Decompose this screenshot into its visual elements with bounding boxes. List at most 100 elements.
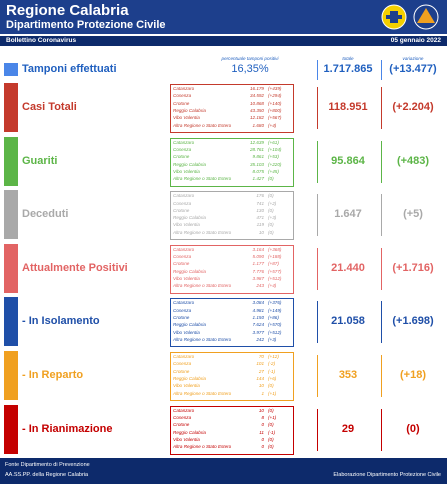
- region-name: Reggio Calabria: [173, 429, 206, 435]
- region-value: 70: [258, 354, 264, 359]
- region-value: 43.350: [249, 107, 264, 113]
- section-title: Guariti: [22, 154, 58, 167]
- region-change: (-1): [268, 368, 276, 374]
- region-value: 11: [259, 429, 264, 435]
- section-title: - In Isolamento: [22, 315, 100, 328]
- region-name: Crotone: [173, 422, 190, 428]
- region-change: (-2): [268, 361, 276, 367]
- region-name: Altra Regione o Stato Estero: [173, 229, 232, 235]
- region-name: Vibo Valentia: [173, 329, 200, 335]
- region-value: 4.981: [252, 307, 265, 313]
- bulletin-label: Bollettino Coronavirus: [6, 37, 77, 44]
- region-name: Crotone: [173, 207, 190, 213]
- region-value: 3.987: [252, 276, 265, 281]
- region-change: (+86): [268, 315, 279, 320]
- region-name: Vibo Valentia: [173, 222, 200, 228]
- region-name: Catanzaro: [173, 300, 195, 306]
- section-change: (+2.204): [392, 101, 434, 113]
- region-change: (+376): [268, 300, 282, 306]
- section-total: 95.864: [331, 154, 365, 167]
- region-name: Altra Regione o Stato Estero: [173, 336, 232, 342]
- region-name: Cosenza: [173, 361, 192, 367]
- region-value: 1.680: [252, 122, 265, 128]
- source-2: AA.SS.PP. della Regione Calabria: [5, 472, 89, 478]
- region-change: (0): [268, 383, 274, 389]
- region-value: 8: [261, 414, 264, 420]
- divider: [381, 408, 382, 451]
- region-name: Reggio Calabria: [173, 375, 206, 381]
- credit: Elaborazione Dipartimento Protezione Civ…: [333, 472, 441, 478]
- region-name: Vibo Valentia: [173, 168, 200, 174]
- divider: [317, 247, 318, 290]
- section-box: [170, 137, 294, 187]
- region-name: Cosenza: [173, 93, 192, 99]
- header-band: Regione Calabria Dipartimento Protezione…: [0, 0, 447, 34]
- region-name: Altra Regione o Stato Estero: [173, 390, 232, 396]
- section-marker: [4, 136, 18, 186]
- region-name: Altra Regione o Stato Estero: [173, 283, 232, 289]
- region-name: Cosenza: [173, 254, 192, 260]
- region-change: (-1): [268, 429, 276, 435]
- total: 1.717.865: [323, 63, 373, 75]
- region-value: 27: [258, 368, 264, 374]
- region-change: (0): [268, 222, 274, 228]
- region-name: Vibo Valentia: [173, 436, 200, 442]
- region-change: (+512): [268, 276, 282, 281]
- source-1: Fonte Dipartimento di Prevenzione: [5, 462, 90, 468]
- section-box: [170, 244, 294, 294]
- region-change: (+45): [268, 168, 279, 174]
- region-value: 1.177: [252, 261, 265, 267]
- total-label: totale: [342, 56, 354, 61]
- region-value: 3.084: [252, 300, 265, 306]
- region-change: (+4): [268, 122, 277, 128]
- region-name: Reggio Calabria: [173, 161, 206, 167]
- region-change: (+104): [268, 146, 282, 152]
- region-value: 144: [256, 375, 264, 381]
- section-change: (+1.716): [392, 261, 434, 274]
- region-change: (+294): [268, 93, 282, 99]
- section-marker: [4, 190, 18, 240]
- region-name: Crotone: [173, 100, 190, 106]
- region-change: (+220): [268, 161, 282, 167]
- region-name: Reggio Calabria: [173, 268, 206, 274]
- tamponi-marker: [4, 63, 18, 76]
- region-value: 16.179: [249, 86, 264, 91]
- region-change: (+439): [268, 86, 282, 91]
- subtitle: Dipartimento Protezione Civile: [6, 19, 166, 31]
- section-change: (+18): [400, 369, 426, 381]
- section-title: - In Reparto: [22, 369, 84, 381]
- region-change: (+570): [268, 322, 282, 328]
- region-change: (+3): [268, 336, 277, 342]
- divider: [381, 301, 382, 344]
- footer: Fonte Dipartimento di Prevenzione AA.SS.…: [0, 458, 447, 484]
- region-change: (0): [268, 407, 274, 413]
- region-name: Crotone: [173, 154, 190, 160]
- region-change: (0): [268, 193, 274, 199]
- region-value: 1.427: [252, 176, 265, 182]
- region-change: (+512): [268, 329, 282, 335]
- section-total: 29: [341, 422, 355, 435]
- region-value: 176: [256, 193, 264, 199]
- region-name: Catanzaro: [173, 246, 195, 252]
- region-value: 1: [261, 390, 264, 396]
- divider: [381, 140, 382, 183]
- region-value: 119: [256, 222, 264, 228]
- section-box: [170, 352, 294, 401]
- region-value: 1.150: [252, 315, 265, 320]
- region-value: 243: [256, 283, 264, 289]
- region-name: Vibo Valentia: [173, 276, 200, 281]
- region-value: 28.761: [249, 146, 264, 152]
- divider: [317, 194, 318, 237]
- section-title: Casi Totali: [22, 101, 77, 113]
- region-value: 242: [256, 336, 264, 342]
- region-name: Cosenza: [173, 414, 192, 420]
- section-total: 21.058: [331, 315, 365, 328]
- region-value: 101: [256, 361, 264, 367]
- logo-cross: [386, 11, 402, 23]
- region-name: Altra Regione o Stato Estero: [173, 176, 232, 182]
- logos: [381, 4, 439, 30]
- region-value: 10.868: [249, 100, 264, 106]
- divider: [381, 60, 382, 80]
- region-value: 9.861: [252, 154, 265, 160]
